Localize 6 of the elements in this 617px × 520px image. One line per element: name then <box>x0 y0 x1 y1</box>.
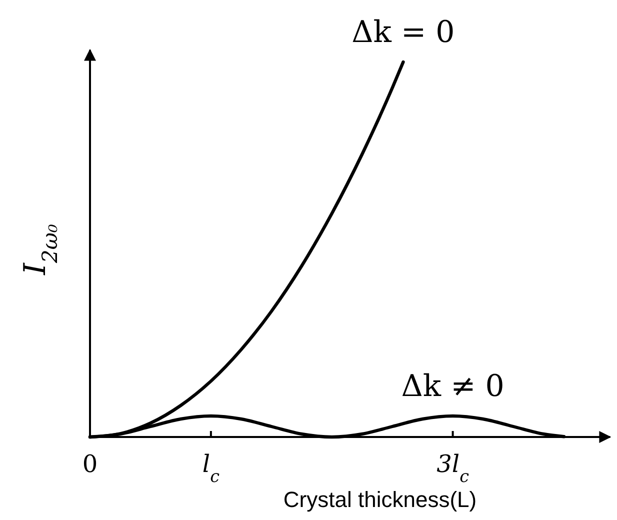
series-label: Δk ≠ 0 <box>401 369 504 404</box>
x-tick-label: 0 <box>82 450 98 478</box>
x-axis-title: Crystal thickness(L) <box>283 487 477 512</box>
x-tick-label: l$_{c}$ <box>202 450 220 486</box>
series-label: Δk = 0 <box>352 15 455 50</box>
x-tick-label: 3l$_{c}$ <box>436 450 470 486</box>
